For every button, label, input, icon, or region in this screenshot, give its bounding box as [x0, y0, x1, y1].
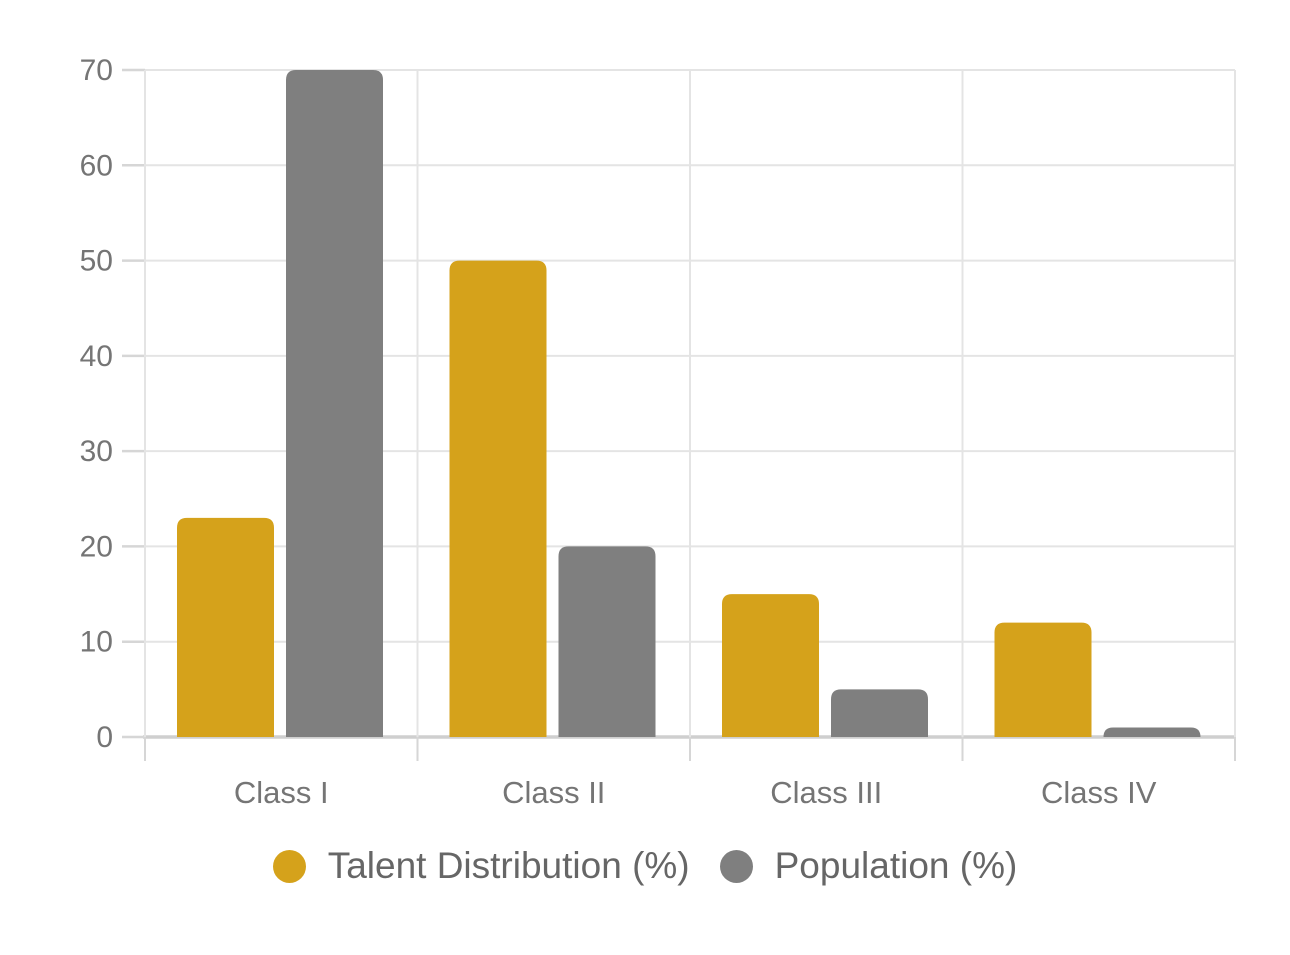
x-axis-label-class-iv: Class IV — [1041, 775, 1157, 810]
y-axis-label-30: 30 — [80, 435, 113, 468]
x-axis-label-class-iii: Class III — [770, 775, 882, 810]
bar-class-iv-population — [1103, 727, 1201, 737]
bar-class-iii-talent-distribution — [722, 594, 819, 737]
bar-class-i-population — [286, 70, 383, 737]
y-axis-label-20: 20 — [80, 530, 113, 563]
bar-class-iv-talent-distribution — [994, 622, 1092, 737]
y-axis-label-40: 40 — [80, 340, 113, 373]
y-axis-label-10: 10 — [80, 626, 113, 659]
bar-class-ii-talent-distribution — [449, 260, 547, 737]
y-axis-label-50: 50 — [80, 245, 113, 278]
bar-class-iii-population — [831, 689, 928, 737]
legend-item-population: Population (%) — [719, 845, 1018, 887]
chart-legend: Talent Distribution (%) Population (%) — [0, 845, 1290, 887]
bar-class-ii-population — [558, 546, 656, 737]
legend-label-population: Population (%) — [774, 845, 1018, 886]
bar-class-i-talent-distribution — [177, 517, 274, 737]
y-axis-label-70: 70 — [80, 54, 113, 87]
legend-item-talent-distribution: Talent Distribution (%) — [272, 845, 690, 887]
bar-chart: 0 10 20 30 40 50 60 70 Class I Class II Class III C… — [80, 54, 1236, 810]
x-axis-label-class-i: Class I — [234, 775, 329, 810]
y-axis-label-0: 0 — [96, 721, 113, 754]
y-axis-label-60: 60 — [80, 149, 113, 182]
legend-label-talent-distribution: Talent Distribution (%) — [327, 845, 690, 886]
legend-swatch-population-icon — [719, 849, 753, 883]
legend-swatch-talent-icon — [272, 849, 306, 883]
x-axis-label-class-ii: Class II — [502, 775, 605, 810]
